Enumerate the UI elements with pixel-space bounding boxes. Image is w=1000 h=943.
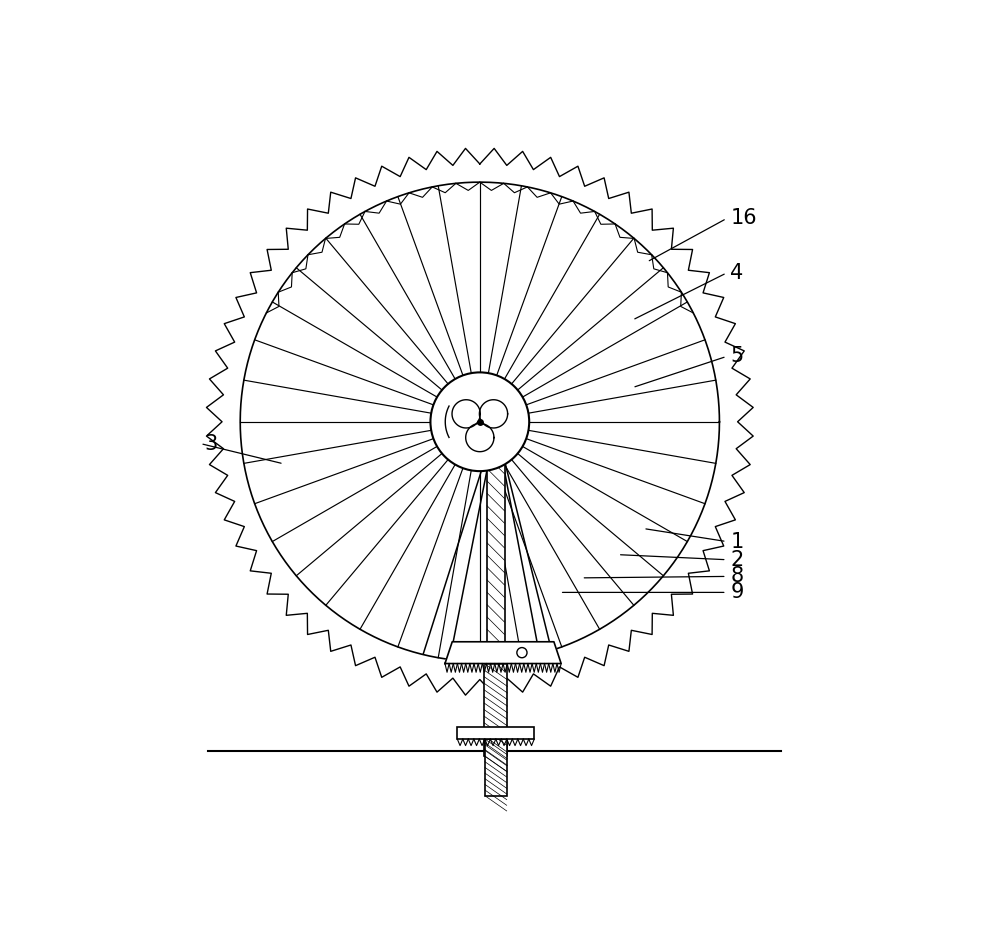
Circle shape [430, 372, 529, 472]
Text: 1: 1 [730, 532, 744, 552]
Text: 3: 3 [204, 434, 217, 454]
Text: 16: 16 [730, 208, 757, 228]
Polygon shape [445, 642, 561, 664]
Bar [487, 432, 505, 654]
Text: 4: 4 [730, 263, 744, 283]
Circle shape [517, 648, 527, 657]
Text: 9: 9 [730, 583, 744, 603]
Text: 2: 2 [730, 550, 744, 570]
Bar [485, 739, 507, 796]
Text: 5: 5 [730, 346, 744, 367]
Bar [457, 727, 534, 739]
Text: 8: 8 [730, 567, 743, 587]
Bar [484, 664, 507, 755]
